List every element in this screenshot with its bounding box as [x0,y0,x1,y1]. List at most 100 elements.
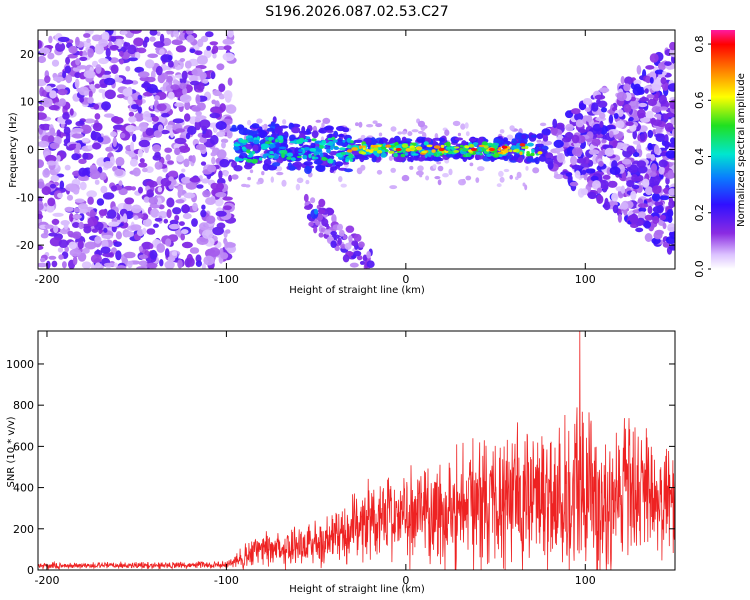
spectrogram-blob [138,245,143,252]
spectrogram-blob [524,145,529,150]
spectrogram-blob [83,90,89,97]
spectrogram-blob [461,140,467,147]
spectrogram-blob [604,147,615,157]
spectrogram-blob [102,192,115,200]
spectrogram-blob [194,50,203,56]
spectrogram-blob [389,137,396,145]
spectrogram-blob [506,134,514,141]
spectrogram-blob [44,85,53,93]
spectrogram-blob [164,147,173,153]
spectrogram-blob [638,125,648,132]
spectrogram-blob [556,152,565,163]
spectrogram-blob [189,80,200,86]
spectrogram-blob [79,56,88,62]
spectrogram-blob [415,146,423,151]
spectrogram-blob [640,116,651,123]
spectrogram-blob [167,60,174,68]
spectrogram-blob [223,171,229,177]
spectrogram-blob [80,124,92,134]
spectrogram-blob [197,38,204,48]
spectrogram-blob [321,156,327,160]
colorbar-tick-label: 0.8 [693,35,706,53]
spectrogram-blob [459,151,467,154]
spectrogram-blob [62,71,67,79]
spectrogram-blob [205,197,216,206]
spectrogram-blob [118,188,128,196]
spectrogram-blob [599,87,610,93]
spectrogram-blob [44,224,54,229]
spectrogram-blob [390,126,397,132]
spectrogram-blob [272,152,279,160]
spectrogram-blob [157,124,164,132]
spectrogram-blob [318,232,324,238]
spectrogram-blob [539,122,547,127]
spectrogram-blob [115,156,125,167]
spectrogram-blob [609,166,621,175]
spectrogram-blob [247,119,252,126]
spectrogram-blob [79,181,87,191]
spectrogram-blob [503,168,510,173]
spectrogram-blob [438,137,446,142]
spectrogram-blob [243,157,248,161]
spectrogram-blob [46,160,57,166]
spectrogram-blob [669,41,675,51]
spectrogram-blob [637,211,647,220]
spectrogram-blob [313,160,323,165]
spectrogram-blob [105,146,113,152]
spectrogram-blob [400,153,406,158]
spectrogram-blob [210,151,217,157]
spectrogram-blob [246,149,251,154]
spectrogram-blob [186,34,195,43]
spectrogram-blob [233,165,243,172]
spectrogram-blob [393,135,401,144]
spectrogram-blob [489,147,495,152]
spectrogram-ytick-label: -10 [16,191,34,204]
spectrogram-blob [223,45,232,51]
spectrogram-blob [94,179,100,185]
spectrogram-blob [330,145,334,151]
spectrogram-blob [69,213,74,222]
spectrogram-blob [465,175,472,181]
spectrogram-blob [95,64,102,74]
spectrogram-blob [397,131,403,135]
spectrogram-blob [116,94,125,99]
spectrogram-blob [426,144,433,148]
spectrogram-blob [212,45,219,54]
spectrogram-blob [168,91,175,100]
spectrogram-blob [635,227,644,233]
spectrogram-blob [407,131,413,137]
spectrogram-blob [371,144,379,148]
spectrogram-blob [537,151,543,155]
spectrogram-blob [142,167,148,173]
spectrogram-blob [195,260,202,267]
spectrogram-blob [327,158,334,164]
spectrogram-blob [637,108,646,119]
spectrogram-blob [338,229,345,237]
spectrogram-blob [78,158,87,164]
spectrogram-blob [159,48,165,56]
spectrogram-blob [321,122,325,128]
spectrogram-blob [647,98,657,106]
spectrogram-blob [127,95,133,105]
spectrogram-blob [458,179,466,186]
spectrogram-blob [165,154,171,162]
spectrogram-blob [179,82,187,90]
spectrogram-blob [39,47,51,55]
spectrogram-blob [665,236,675,245]
spectrogram-blob [654,113,662,118]
spectrogram-blob [94,44,105,55]
spectrogram-blob [100,185,108,194]
spectrogram-blob [103,77,116,86]
spectrogram-blob [142,218,152,227]
spectrogram-blob [175,128,186,133]
spectrogram-xtick-label: -200 [34,273,59,286]
spectrogram-blob [100,246,111,254]
spectrogram-blob [120,30,128,35]
spectrogram-blob [75,142,82,150]
spectrogram-blob [627,164,639,174]
spectrogram-blob [257,130,268,138]
spectrogram-blob [366,260,375,269]
spectrogram-blob [130,141,135,152]
spectrogram-blob [296,177,304,184]
